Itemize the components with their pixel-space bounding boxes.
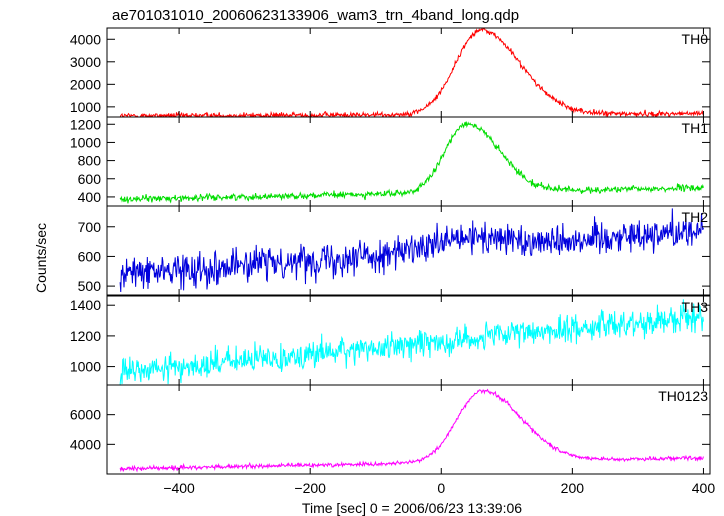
y-tick-label: 1400 (70, 297, 101, 313)
series-line-th0123 (119, 388, 704, 473)
x-tick-label: −400 (163, 480, 195, 496)
panel-th3: 1000 1200 1400 TH3 (70, 295, 711, 386)
panel-label-th1: TH1 (682, 120, 709, 136)
panel-th0: 1000 2000 3000 4000 TH0 (70, 27, 711, 118)
panel-frame (106, 205, 711, 296)
y-tick-label: 1000 (70, 134, 101, 150)
y-tick-label: 6000 (70, 407, 101, 423)
panel-label-th3: TH3 (682, 299, 709, 315)
panel-th0123: 4000 6000 TH0123 (70, 384, 711, 475)
y-axis-label: Counts/sec (33, 223, 49, 293)
y-tick-label: 4000 (70, 31, 101, 47)
panel-frame (106, 384, 711, 475)
y-tick-label: 2000 (70, 76, 101, 92)
y-tick-label: 600 (78, 248, 102, 264)
y-tick-label: 1200 (70, 116, 101, 132)
panel-frame (106, 295, 711, 386)
y-tick-label: 1000 (70, 359, 101, 375)
y-tick-label: 400 (78, 189, 102, 205)
y-tick-label: 800 (78, 153, 102, 169)
x-tick-label: 200 (561, 480, 585, 496)
x-axis-label: Time [sec] 0 = 2006/06/23 13:39:06 (302, 500, 522, 516)
y-tick-label: 600 (78, 171, 102, 187)
x-axis-ticks: −400 −200 0 200 400 (163, 480, 715, 496)
panel-label-th2: TH2 (682, 209, 709, 225)
y-tick-label: 3000 (70, 54, 101, 70)
panel-label-th0: TH0 (682, 31, 709, 47)
y-tick-label: 1200 (70, 328, 101, 344)
series-line-th2 (119, 208, 704, 293)
series-line-th0 (119, 28, 704, 117)
y-tick-label: 1000 (70, 99, 101, 115)
x-tick-label: 0 (437, 480, 445, 496)
chart-title: ae701031010_20060623133906_wam3_trn_4ban… (112, 7, 519, 24)
series-line-th1 (119, 121, 704, 204)
panel-label-th0123: TH0123 (658, 388, 708, 404)
series-line-th3 (119, 299, 704, 385)
y-tick-label: 4000 (70, 436, 101, 452)
y-tick-label: 700 (78, 219, 102, 235)
x-tick-label: −200 (294, 480, 326, 496)
panel-th1: 400 600 800 1000 1200 TH1 (70, 116, 711, 207)
x-tick-label: 400 (692, 480, 716, 496)
panel-frame (106, 27, 711, 118)
panel-th2: 500 600 700 TH2 (78, 205, 711, 296)
y-tick-label: 500 (78, 278, 102, 294)
